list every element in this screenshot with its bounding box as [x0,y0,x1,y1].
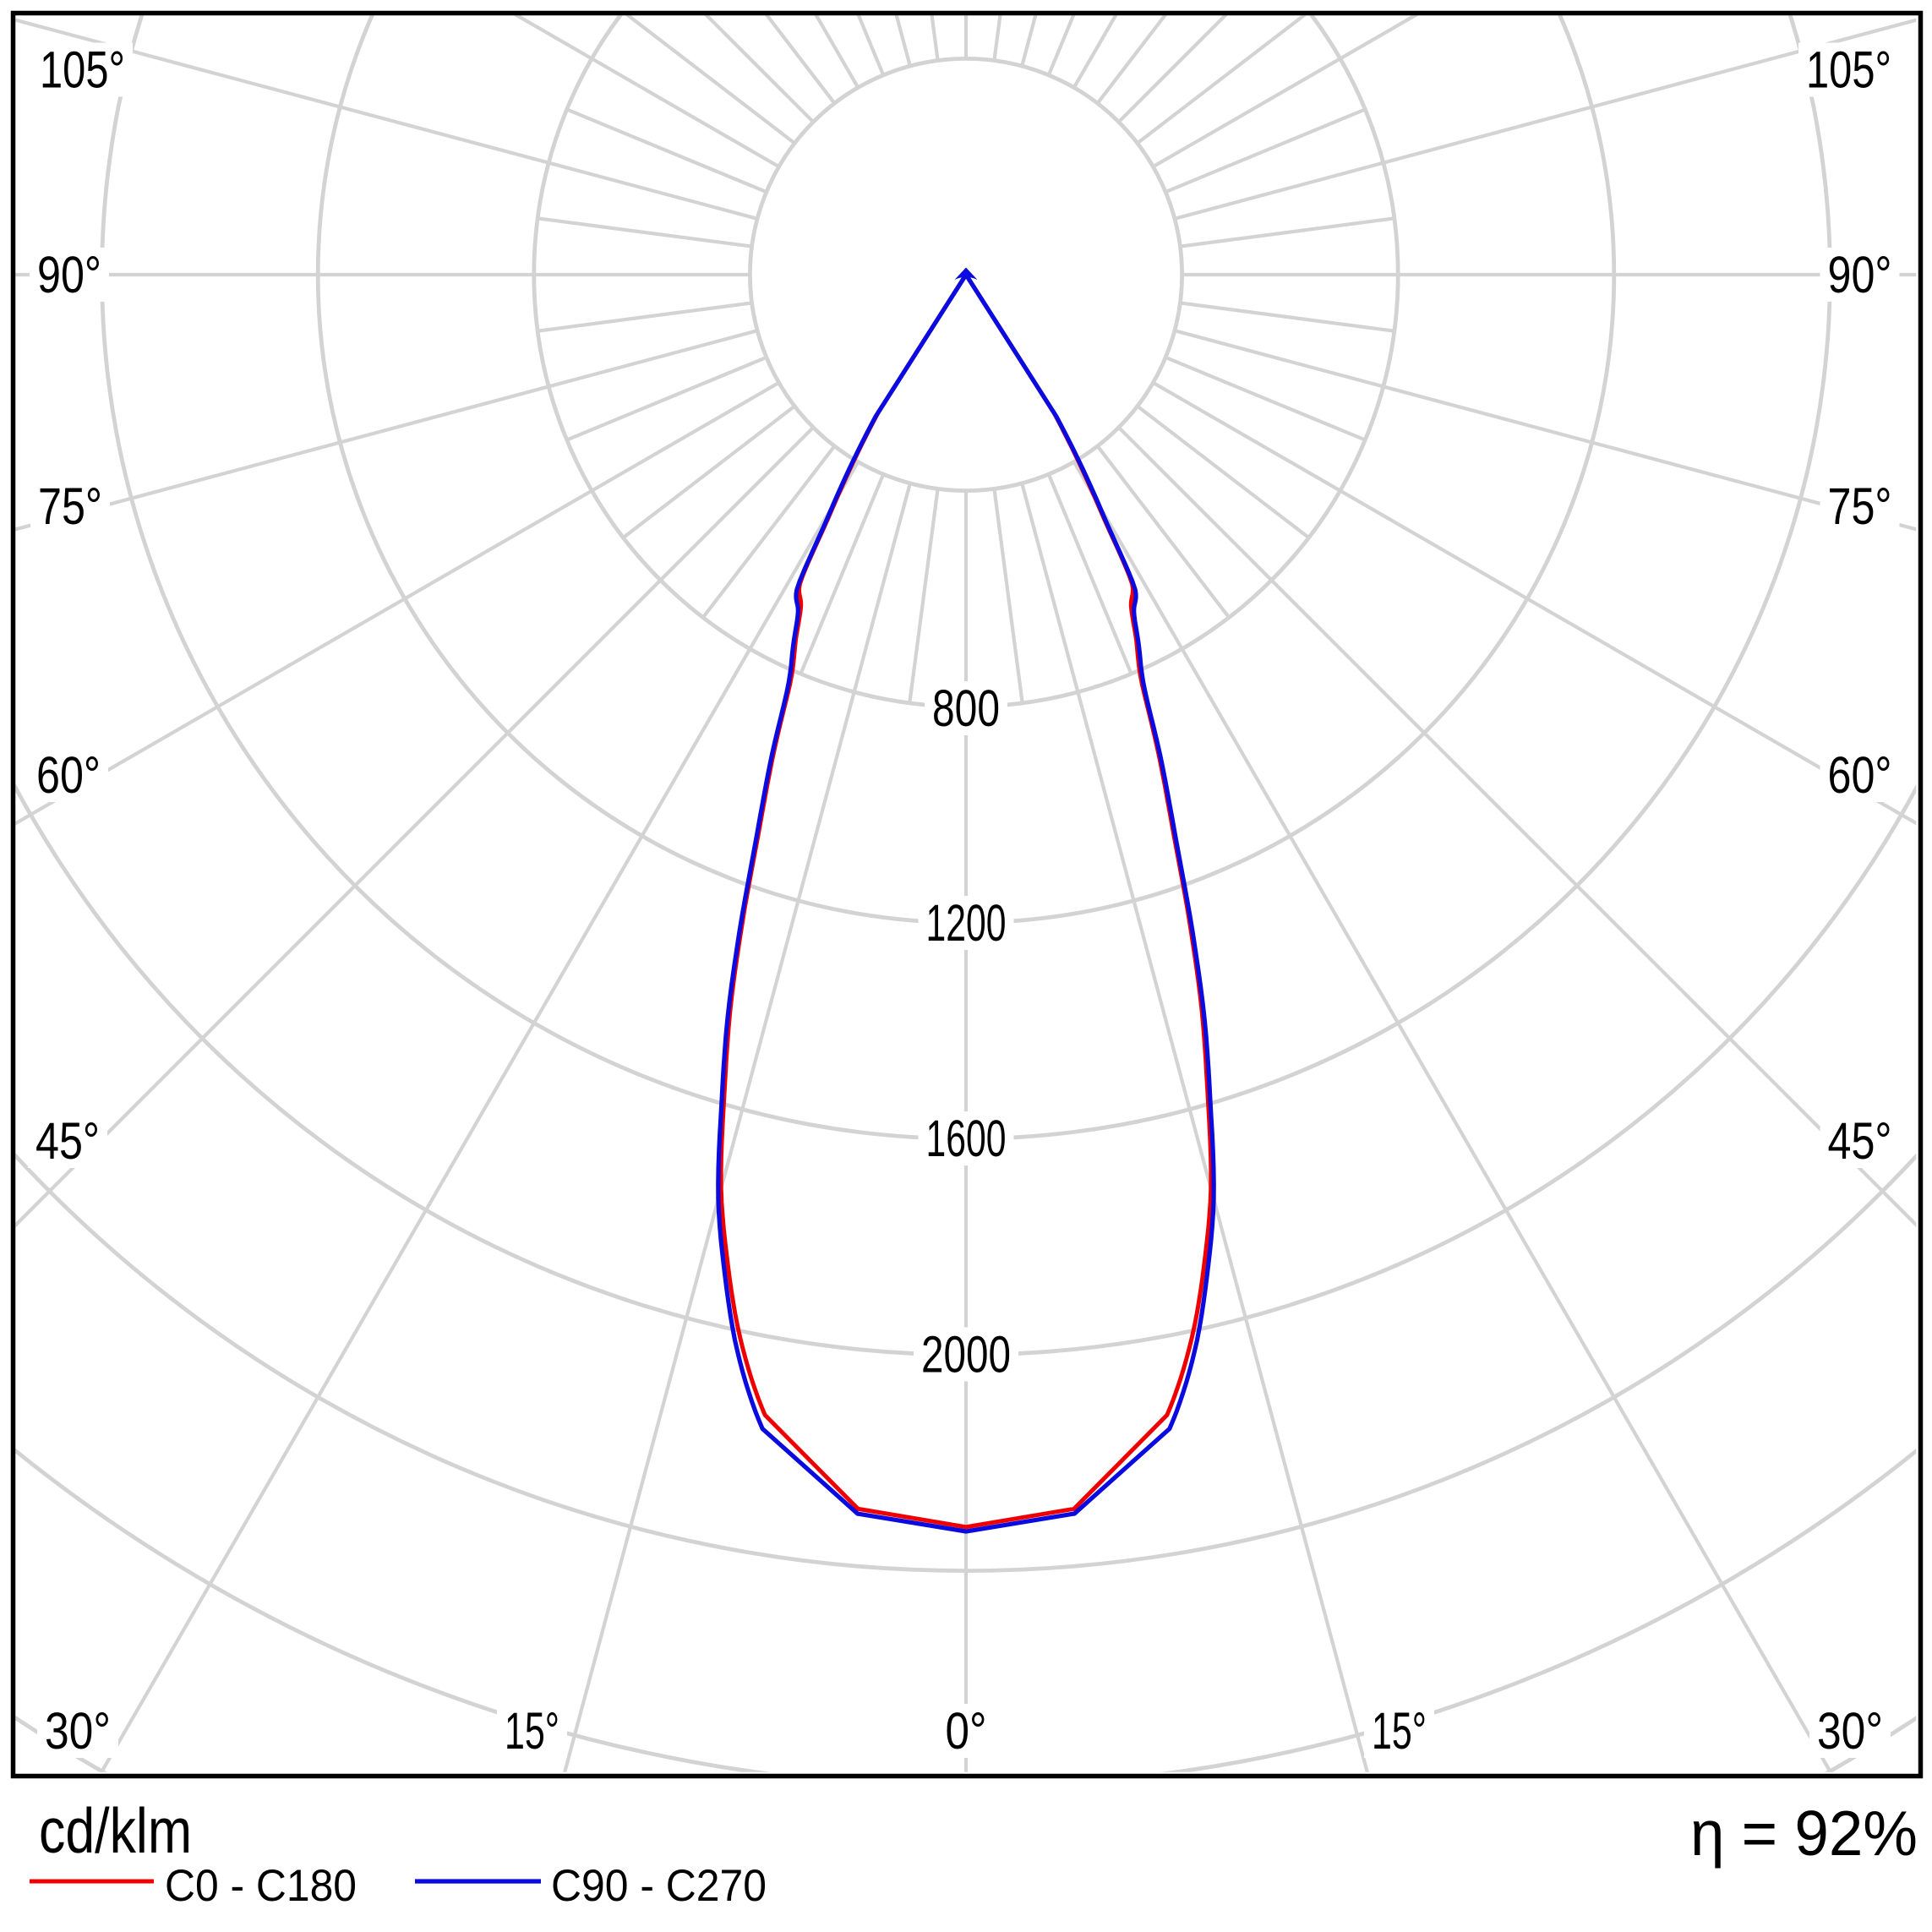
svg-text:cd/klm: cd/klm [39,1795,192,1866]
svg-text:1200: 1200 [926,894,1007,952]
svg-text:90°: 90° [37,246,101,303]
svg-text:800: 800 [932,679,1000,737]
svg-text:C0 - C180: C0 - C180 [165,1861,357,1911]
svg-text:15°: 15° [505,1702,559,1760]
svg-text:15°: 15° [1372,1702,1427,1760]
svg-text:90°: 90° [1828,246,1892,303]
svg-text:0°: 0° [946,1702,987,1760]
svg-text:45°: 45° [35,1112,100,1170]
svg-text:60°: 60° [1828,746,1892,804]
svg-text:30°: 30° [45,1702,111,1760]
svg-text:2000: 2000 [921,1326,1011,1384]
svg-text:1600: 1600 [926,1110,1007,1167]
svg-text:75°: 75° [38,478,102,535]
svg-text:η = 92%: η = 92% [1690,1798,1918,1869]
svg-text:45°: 45° [1828,1112,1892,1170]
svg-text:C90 - C270: C90 - C270 [551,1861,767,1911]
svg-text:30°: 30° [1817,1702,1883,1760]
svg-text:60°: 60° [36,746,101,804]
svg-text:105°: 105° [40,41,125,99]
svg-text:105°: 105° [1806,41,1891,99]
svg-text:75°: 75° [1828,478,1892,535]
